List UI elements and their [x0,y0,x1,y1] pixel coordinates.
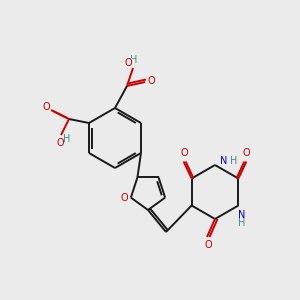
Text: H: H [238,218,245,229]
Text: N: N [238,209,245,220]
Text: O: O [243,148,250,158]
Text: H: H [130,55,138,65]
Text: O: O [147,76,155,86]
Text: O: O [56,138,64,148]
Text: O: O [124,58,132,68]
Text: O: O [181,148,188,158]
Text: O: O [42,102,50,112]
Text: H: H [230,156,238,166]
Text: O: O [120,193,128,202]
Text: N: N [220,156,228,166]
Text: H: H [63,134,71,144]
Text: O: O [204,240,212,250]
